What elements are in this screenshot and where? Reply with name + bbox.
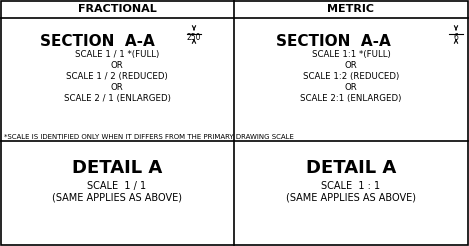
Text: SCALE  1 / 1: SCALE 1 / 1 [87,181,146,191]
Text: SCALE 1:1 *(FULL): SCALE 1:1 *(FULL) [311,49,390,59]
Text: *SCALE IS IDENTIFIED ONLY WHEN IT DIFFERS FROM THE PRIMARY DRAWING SCALE: *SCALE IS IDENTIFIED ONLY WHEN IT DIFFER… [4,134,294,140]
Text: DETAIL A: DETAIL A [72,159,162,177]
Text: SECTION  A-A: SECTION A-A [276,33,390,48]
Text: OR: OR [111,82,123,92]
Text: DETAIL A: DETAIL A [306,159,396,177]
Text: SCALE 1 / 2 (REDUCED): SCALE 1 / 2 (REDUCED) [66,72,168,80]
Text: OR: OR [111,61,123,70]
Text: SCALE  1 : 1: SCALE 1 : 1 [321,181,380,191]
Text: OR: OR [345,61,357,70]
Text: SCALE 1:2 (REDUCED): SCALE 1:2 (REDUCED) [303,72,399,80]
Text: (SAME APPLIES AS ABOVE): (SAME APPLIES AS ABOVE) [52,193,182,203]
Text: SCALE 2:1 (ENLARGED): SCALE 2:1 (ENLARGED) [300,93,401,103]
Text: 6: 6 [454,33,458,43]
Text: FRACTIONAL: FRACTIONAL [78,4,156,14]
Text: SCALE 2 / 1 (ENLARGED): SCALE 2 / 1 (ENLARGED) [64,93,170,103]
Text: (SAME APPLIES AS ABOVE): (SAME APPLIES AS ABOVE) [286,193,416,203]
Text: SECTION  A-A: SECTION A-A [39,33,154,48]
Text: SCALE 1 / 1 *(FULL): SCALE 1 / 1 *(FULL) [75,49,159,59]
Text: OR: OR [345,82,357,92]
Text: 250: 250 [187,33,201,43]
Text: METRIC: METRIC [327,4,375,14]
